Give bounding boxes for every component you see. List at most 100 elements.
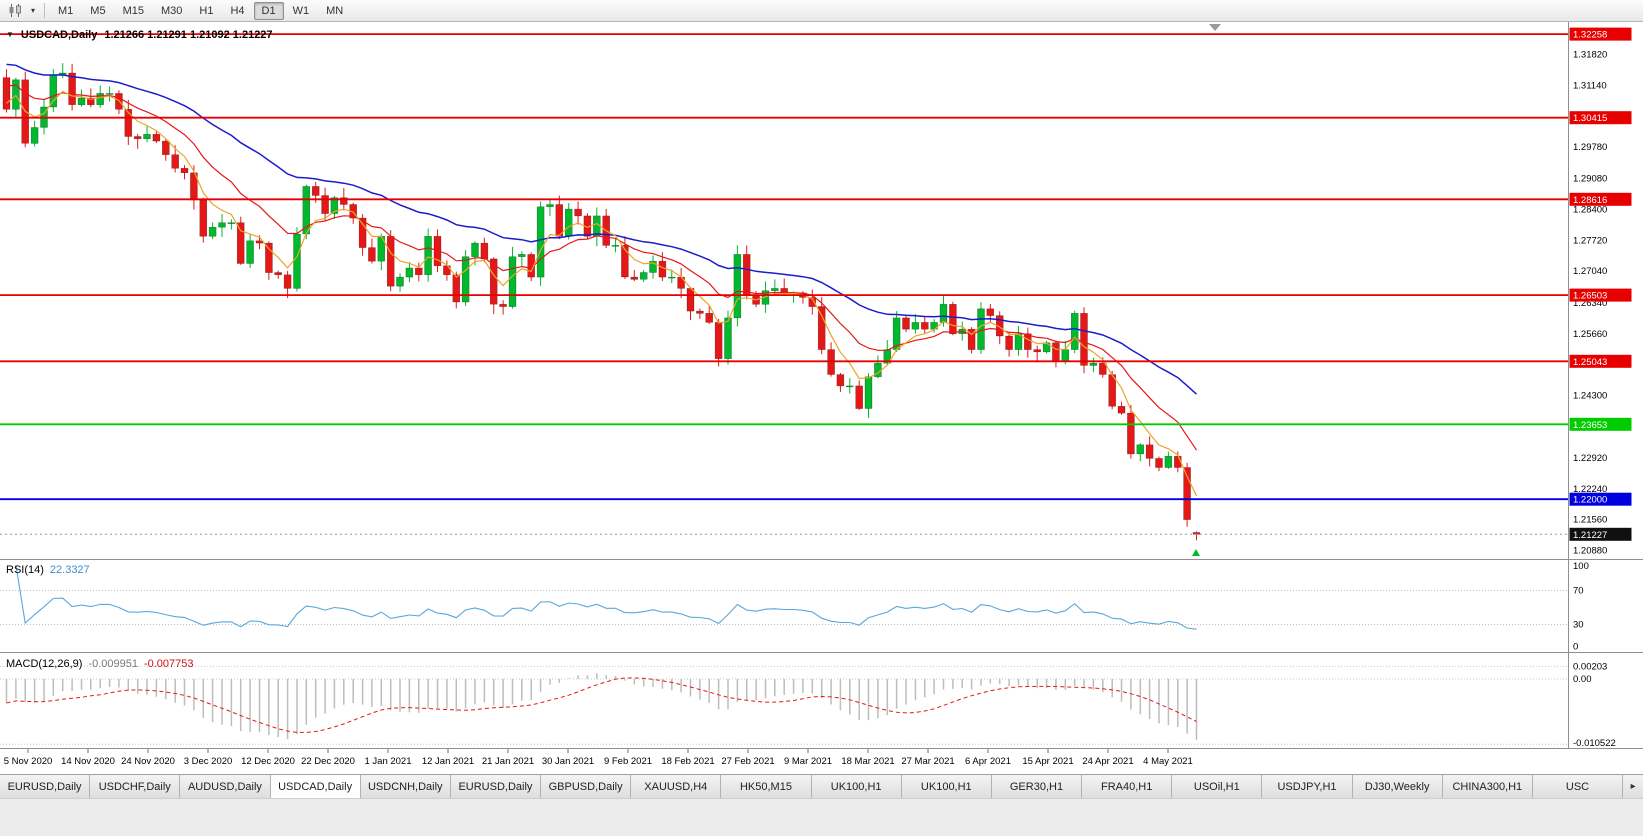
chart-tab-hk50-m15[interactable]: HK50,M15	[721, 775, 812, 798]
chart-tab-fra40-h1[interactable]: FRA40,H1	[1082, 775, 1173, 798]
date-axis-label: 12 Jan 2021	[422, 756, 474, 767]
date-axis-label: 18 Feb 2021	[661, 756, 714, 767]
macd-signal-line	[6, 677, 1197, 733]
date-axis-label: 21 Jan 2021	[482, 756, 534, 767]
price-axis-tick: 1.25660	[1573, 329, 1607, 340]
price-axis-tick: 1.29080	[1573, 174, 1607, 185]
price-arrow-marker	[1192, 549, 1200, 556]
price-level-label	[1569, 192, 1632, 206]
price-level-label	[1569, 288, 1632, 302]
current-price-label	[1569, 527, 1632, 541]
price-level-label-text: 1.32258	[1573, 30, 1607, 41]
price-axis-tick: 1.26340	[1573, 298, 1607, 309]
date-axis-label: 22 Dec 2020	[301, 756, 355, 767]
price-level-label	[1569, 27, 1632, 41]
price-axis-tick: 1.31820	[1573, 50, 1607, 61]
chart-type-button[interactable]	[4, 2, 27, 19]
price-axis-tick: 1.20880	[1573, 546, 1607, 557]
macd-indicator-label: MACD(12,26,9) -0.009951 -0.007753	[6, 658, 194, 670]
chart-tab-eurusd-daily[interactable]: EURUSD,Daily	[0, 775, 91, 798]
timeframe-button-m1[interactable]: M1	[58, 4, 74, 17]
candlesticks	[2, 63, 1201, 541]
macd-axis-tick: 0.00203	[1573, 661, 1607, 672]
price-axis-tick: 1.29780	[1573, 142, 1607, 153]
tab-scroll-right-icon[interactable]: ▸	[1623, 775, 1643, 798]
chart-area: 1.318201.311401.304601.297801.290801.284…	[0, 22, 1643, 774]
price-level-label-text: 1.23653	[1573, 420, 1607, 431]
timeframe-toolbar: ▾ M1 M5 M15 M30 H1 H4 D1 W1 MN	[0, 0, 1643, 22]
date-axis-label: 4 May 2021	[1143, 756, 1193, 767]
macd-value-main: -0.009951	[88, 658, 138, 670]
date-axis-label: 30 Jan 2021	[542, 756, 594, 767]
price-axis-tick: 1.27720	[1573, 235, 1607, 246]
chart-title: ▼ USDCAD,Daily 1.21266 1.21291 1.21092 1…	[6, 29, 273, 41]
chart-tab-uk100-h1[interactable]: UK100,H1	[811, 775, 902, 798]
ma-slow-line	[6, 63, 1198, 395]
chart-tab-usoil-h1[interactable]: USOil,H1	[1172, 775, 1263, 798]
date-axis-label: 12 Dec 2020	[241, 756, 295, 767]
rsi-value: 22.3327	[49, 564, 90, 576]
price-axis-tick: 1.27040	[1573, 266, 1607, 277]
timeframe-button-mn[interactable]: MN	[326, 4, 344, 17]
symbol-dropdown-icon[interactable]: ▼	[6, 30, 14, 39]
timeframe-button-m15[interactable]: M15	[122, 4, 144, 17]
date-axis-label: 27 Mar 2021	[901, 756, 954, 767]
chart-tab-gbpusd-daily[interactable]: GBPUSD,Daily	[541, 775, 632, 798]
price-level-label	[1569, 111, 1632, 125]
price-axis-tick: 1.28400	[1573, 205, 1607, 216]
timeframe-button-w1[interactable]: W1	[292, 4, 310, 17]
price-axis-tick: 1.24300	[1573, 390, 1607, 401]
date-axis-label: 24 Nov 2020	[121, 756, 175, 767]
chart-tab-eurusd-daily[interactable]: EURUSD,Daily	[450, 775, 542, 798]
chart-tab-usdcnh-daily[interactable]: USDCNH,Daily	[360, 775, 451, 798]
price-level-label-text: 1.25043	[1573, 357, 1607, 368]
chart-type-dropdown-icon[interactable]: ▾	[31, 6, 36, 15]
chart-tab-xauusd-h4[interactable]: XAUUSD,H4	[631, 775, 722, 798]
timeframe-button-m5[interactable]: M5	[90, 4, 106, 17]
chart-symbol: USDCAD,Daily	[20, 29, 98, 41]
chart-tab-ger30-h1[interactable]: GER30,H1	[991, 775, 1083, 798]
rsi-name: RSI(14)	[6, 564, 44, 576]
rsi-line	[15, 564, 1197, 630]
price-level-label	[1569, 354, 1632, 368]
macd-axis-tick: 0.00	[1573, 674, 1592, 685]
chart-tab-usdcad-daily[interactable]: USDCAD,Daily	[270, 775, 361, 798]
date-axis-label: 6 Apr 2021	[965, 756, 1011, 767]
price-level-label-text: 1.28616	[1573, 195, 1607, 206]
macd-axis-tick: -0.010522	[1573, 738, 1616, 749]
chart-tab-usdjpy-h1[interactable]: USDJPY,H1	[1262, 775, 1353, 798]
timeframe-buttons: M1 M5 M15 M30 H1 H4 D1 W1 MN	[50, 1, 351, 20]
date-axis-label: 5 Nov 2020	[4, 756, 53, 767]
price-level-label-text: 1.26503	[1573, 291, 1607, 302]
rsi-indicator-label: RSI(14) 22.3327	[6, 564, 90, 576]
price-level-label-text: 1.22000	[1573, 495, 1607, 506]
timeframe-button-d1[interactable]: D1	[253, 1, 284, 20]
chart-tab-china300-h1[interactable]: CHINA300,H1	[1442, 775, 1533, 798]
price-axis-tick: 1.31140	[1573, 80, 1607, 91]
candlestick-chart-icon	[9, 4, 21, 17]
chart-tab-uk100-h1[interactable]: UK100,H1	[901, 775, 992, 798]
date-axis-label: 24 Apr 2021	[1082, 756, 1133, 767]
price-level-label-text: 1.30415	[1573, 113, 1607, 124]
chart-tab-usdchf-daily[interactable]: USDCHF,Daily	[90, 775, 181, 798]
chart-tab-dj30-weekly[interactable]: DJ30,Weekly	[1352, 775, 1443, 798]
macd-name: MACD(12,26,9)	[6, 658, 83, 670]
chart-tabs-bar: EURUSD,Daily USDCHF,Daily AUDUSD,Daily USDC…	[0, 774, 1643, 798]
price-chart-canvas[interactable]: 1.318201.311401.304601.297801.290801.284…	[0, 22, 1643, 774]
price-level-label	[1569, 417, 1632, 431]
rsi-indicator	[0, 564, 1568, 630]
price-level-label	[1569, 492, 1632, 506]
date-axis-label: 9 Mar 2021	[784, 756, 832, 767]
chart-tab-audusd-daily[interactable]: AUDUSD,Daily	[180, 775, 271, 798]
timeframe-button-m30[interactable]: M30	[160, 4, 183, 17]
chart-shift-marker-icon[interactable]	[1209, 24, 1221, 31]
timeframe-button-h4[interactable]: H4	[230, 4, 245, 17]
date-axis-label: 18 Mar 2021	[841, 756, 894, 767]
rsi-axis-tick: 100	[1573, 561, 1589, 572]
date-axis-label: 1 Jan 2021	[364, 756, 411, 767]
timeframe-button-h1[interactable]: H1	[199, 4, 214, 17]
rsi-axis-tick: 30	[1573, 620, 1584, 631]
price-axis-tick: 1.22920	[1573, 453, 1607, 464]
chart-tab-usc[interactable]: USC	[1532, 775, 1624, 798]
